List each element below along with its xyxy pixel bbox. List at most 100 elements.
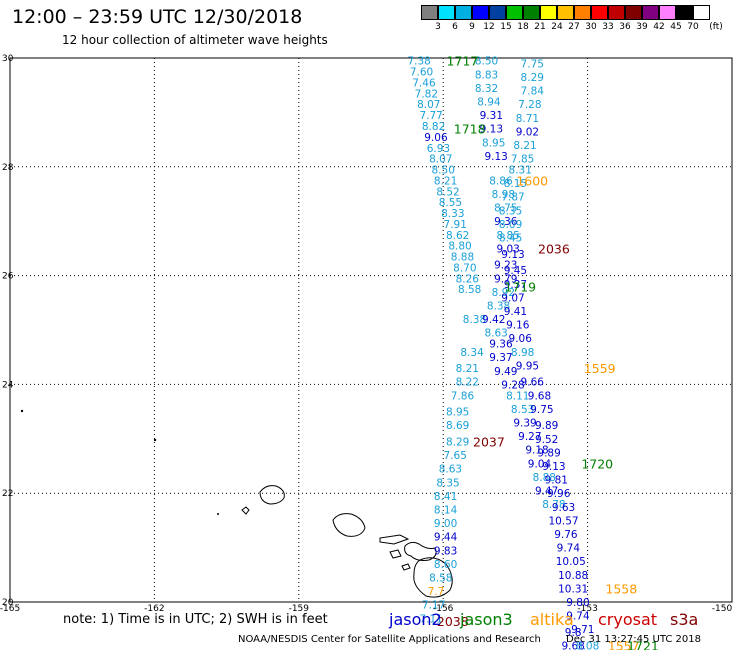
wave-height-label: 8.21 — [456, 363, 479, 375]
wave-height-label: 8.35 — [436, 477, 459, 489]
scale-swatch — [574, 5, 591, 20]
kauai-island — [259, 485, 285, 505]
y-tick-label: 30 — [2, 54, 14, 64]
x-tick-label: -153 — [577, 604, 597, 614]
wave-height-label: 7.86 — [451, 390, 475, 402]
wave-height-label: 10.31 — [558, 583, 588, 595]
wave-height-label: 7.87 — [501, 192, 524, 204]
scale-swatch — [438, 5, 455, 20]
wave-height-label: 7.11 — [419, 613, 442, 625]
wave-height-label: 9.36 — [489, 339, 513, 351]
wave-height-label: 9.95 — [516, 360, 539, 372]
wave-height-label: 9.74 — [557, 543, 581, 555]
wave-height-label: 7.77 — [419, 110, 442, 122]
scale-swatch — [625, 5, 642, 20]
wave-height-label: 7.17 — [422, 600, 445, 612]
wave-height-label: 9.41 — [504, 306, 527, 318]
wave-height-label: 9.13 — [542, 461, 565, 473]
wave-height-label: 8.53 — [511, 404, 534, 416]
scale-label: 27 — [568, 22, 580, 32]
wave-height-label: 8.45 — [499, 233, 522, 245]
wave-height-label: 9.45 — [504, 265, 527, 277]
page-subtitle: 12 hour collection of altimeter wave hei… — [62, 33, 328, 47]
scale-label: 39 — [636, 22, 648, 32]
scale-label: 15 — [500, 22, 512, 32]
wave-height-label: 8.63 — [439, 464, 462, 476]
wave-height-label: 9.06 — [424, 132, 448, 144]
wave-height-label: 9.52 — [535, 434, 558, 446]
wave-height-label: 8.86 — [489, 175, 513, 187]
y-tick-label: 20 — [2, 598, 14, 608]
wave-height-label: 8.35 — [499, 205, 522, 217]
page-title: 12:00 – 23:59 UTC 12/30/2018 — [12, 6, 303, 28]
wave-height-label: 8.62 — [446, 230, 469, 242]
legend-jason2: jason2 — [389, 610, 442, 629]
scale-swatch — [659, 5, 676, 20]
wave-height-label: 9.71 — [571, 624, 594, 636]
wave-height-label: 9.16 — [506, 320, 530, 332]
wave-height-label: 9.89 — [535, 420, 558, 432]
wave-height-label: 8.50 — [432, 165, 455, 177]
y-tick-label: 26 — [2, 272, 14, 282]
maui-island — [404, 541, 437, 561]
wave-height-label: 8.08 — [576, 641, 599, 650]
wave-height-label: 7.82 — [415, 88, 438, 100]
scale-swatch — [540, 5, 557, 20]
wave-height-label: 9.89 — [537, 447, 560, 459]
wave-height-label: 9.63 — [552, 502, 575, 514]
wave-height-label: 9.03 — [496, 243, 519, 255]
scale-swatch — [591, 5, 608, 20]
wave-height-label: 9.37 — [489, 352, 512, 364]
scale-swatch — [489, 5, 506, 20]
islet-marker — [20, 409, 24, 413]
wave-height-label: 9.96 — [547, 488, 571, 500]
wave-height-label: 9.76 — [554, 529, 578, 541]
wave-height-label: 9.13 — [501, 249, 524, 261]
wave-height-label: 8.32 — [475, 83, 498, 95]
footer-timestamp: Dec 31 13:27:45 UTC 2018 — [566, 634, 701, 645]
wave-height-label: 8.38 — [487, 301, 510, 313]
x-tick-label: -150 — [712, 604, 733, 614]
wave-height-label: 9.49 — [494, 366, 517, 378]
wave-height-label: 9.47 — [535, 485, 558, 497]
legend-jason3: jason3 — [460, 610, 513, 629]
wave-height-label: 8.58 — [458, 284, 481, 296]
wave-height-label: 7.75 — [521, 58, 544, 70]
wave-height-label: 8.98 — [511, 347, 534, 359]
pass-time-label: 1720 — [581, 456, 613, 471]
scale-label: 3 — [435, 22, 441, 32]
wave-height-label: 7.46 — [412, 77, 436, 89]
wave-height-label: 9.75 — [530, 404, 553, 416]
scale-label: 45 — [670, 22, 682, 32]
wave-height-label: 8.63 — [484, 328, 507, 340]
wave-height-label: 8.21 — [513, 140, 536, 152]
wave-height-label: 9.27 — [518, 431, 541, 443]
molokai-island — [379, 534, 410, 545]
wave-height-label: 8.95 — [446, 407, 469, 419]
wave-height-label: 9.68 — [561, 641, 584, 650]
wave-height-label: 9.13 — [484, 151, 507, 163]
scale-label: 33 — [602, 22, 614, 32]
scale-swatch — [608, 5, 625, 20]
wave-height-label: 8.34 — [460, 347, 484, 359]
pass-time-label: 1558 — [605, 581, 637, 596]
niihau-island — [241, 506, 250, 515]
wave-height-label: 8.29 — [521, 72, 544, 84]
wave-height-label: 8.58 — [429, 573, 452, 585]
scale-swatch — [421, 5, 438, 20]
legend-s3a: s3a — [670, 610, 699, 629]
wave-height-label: 8.98 — [492, 189, 515, 201]
islet-marker — [217, 513, 219, 515]
wave-height-label: 9.42 — [482, 314, 505, 326]
wave-height-label: 8.92 — [492, 287, 515, 299]
pass-time-label: 1559 — [584, 361, 616, 376]
wave-height-label: 8.41 — [434, 491, 457, 503]
pass-time-label: 2037 — [473, 435, 505, 450]
pass-time-label: 1719 — [504, 279, 536, 294]
wave-height-label: 8.82 — [422, 121, 445, 133]
wave-height-label: 9.80 — [566, 597, 589, 609]
scale-label: 42 — [653, 22, 665, 32]
wave-height-label: 9.8 — [565, 627, 582, 639]
wave-height-label: 7.85 — [511, 154, 534, 166]
